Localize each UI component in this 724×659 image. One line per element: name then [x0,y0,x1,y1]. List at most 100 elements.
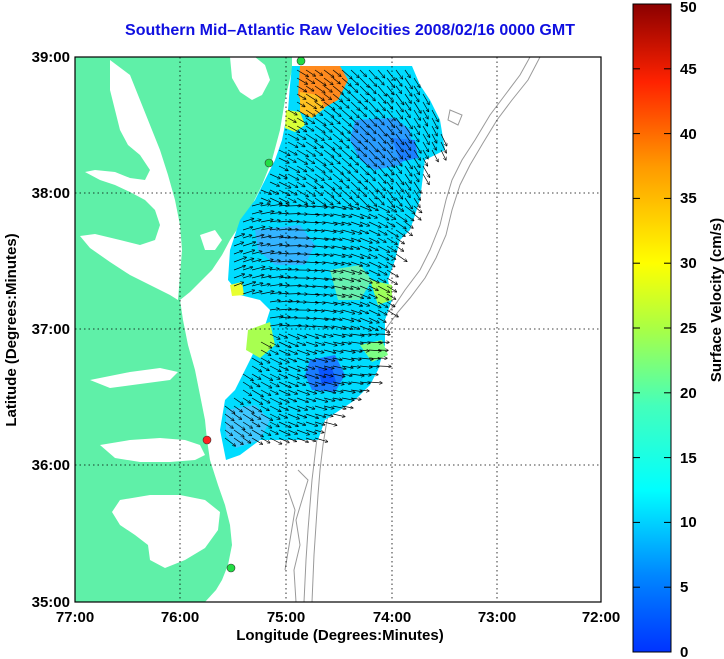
velocity-arrow [233,429,244,437]
velocity-arrows [224,69,447,446]
velocity-arrow [323,181,334,190]
velocity-arrow [341,69,352,79]
velocity-arrow [359,125,368,135]
velocity-arrow [350,117,358,125]
velocity-arrow [296,165,306,172]
velocity-arrow [404,181,411,190]
velocity-arrow [287,246,301,247]
velocity-arrow [314,413,326,417]
velocity-arrow [269,292,281,294]
velocity-arrow [251,235,264,239]
velocity-arrow [350,350,362,352]
velocity-arrow [386,69,395,80]
velocity-arrow [296,405,307,410]
velocity-arrow [359,117,369,127]
colorbar-tick-label: 35 [680,190,697,207]
velocity-arrow [314,294,326,295]
velocity-arrow [350,398,361,400]
velocity-arrow [314,101,323,108]
velocity-arrow [305,222,318,223]
velocity-arrow [287,437,296,442]
velocity-arrow [323,133,331,139]
velocity-arrow [359,261,369,266]
velocity-arrow [251,267,265,271]
velocity-arrow [350,109,359,118]
velocity-arrow [251,437,262,444]
velocity-arrow [395,101,403,112]
velocity-arrow [305,189,315,196]
velocity-arrow [422,109,428,119]
velocity-arrow [314,270,324,271]
velocity-arrow [332,333,345,337]
velocity-arrow [332,293,345,297]
velocity-arrow [314,117,326,125]
velocity-arrow [332,165,343,174]
velocity-arrow [332,358,342,360]
velocity-arrow [314,262,325,263]
velocity-arrow [395,149,403,159]
velocity-arrow [305,125,314,131]
velocity-arrow [305,157,314,163]
velocity-arrow [323,157,333,165]
velocity-arrow [413,205,422,213]
velocity-arrow [359,342,370,343]
velocity-arrow [341,293,352,297]
velocity-arrow [278,405,288,410]
velocity-arrow [368,221,381,228]
velocity-arrow [260,197,270,202]
velocity-arrow [314,397,328,402]
velocity-arrow [350,189,359,198]
velocity-arrow [296,189,308,197]
velocity-arrow [350,358,361,360]
velocity-arrow [314,173,324,180]
velocity-arrow [386,237,397,244]
velocity-arrow [332,253,345,257]
velocity-arrow [323,206,334,208]
velocity-arrow [278,261,292,262]
velocity-arrow [341,301,351,305]
velocity-arrow [332,117,340,124]
velocity-arrow [377,334,390,335]
velocity-arrow [305,357,316,361]
velocity-arrow [413,165,419,174]
velocity-arrow [350,277,360,281]
velocity-arrow [296,421,305,425]
velocity-arrow [377,181,385,190]
velocity-arrow [368,334,378,335]
velocity-arrow [305,181,316,189]
velocity-arrow [359,374,371,375]
velocity-arrow [278,157,289,163]
velocity-arrow [413,141,421,153]
colorbar-tick-label: 45 [680,61,697,78]
velocity-arrow [242,405,254,413]
velocity-arrow [278,357,289,363]
velocity-arrow [404,117,412,129]
velocity-arrow [404,189,410,197]
velocity-arrow [368,350,381,351]
velocity-arrow [323,109,334,117]
velocity-arrow [287,214,300,215]
velocity-arrow [377,165,387,176]
velocity-arrow [377,93,386,103]
velocity-arrow [278,213,288,214]
velocity-arrow [287,341,298,346]
velocity-arrow [260,236,271,239]
y-tick-label: 39:00 [32,49,70,66]
velocity-arrow [395,173,404,185]
velocity-arrow [305,117,314,123]
velocity-arrow [377,213,389,220]
river-inlet [90,368,178,388]
velocity-arrow [287,181,298,187]
velocity-arrow [260,244,270,246]
velocity-arrow [350,221,362,226]
velocity-arrow [305,389,316,394]
velocity-arrow [368,277,379,283]
velocity-arrow [242,389,251,396]
velocity-arrow [251,203,263,207]
velocity-arrow [323,189,334,197]
velocity-arrow [305,77,314,83]
velocity-arrow [395,69,403,79]
velocity-arrow [332,141,342,149]
velocity-arrow [404,125,412,136]
velocity-arrow [359,141,367,149]
